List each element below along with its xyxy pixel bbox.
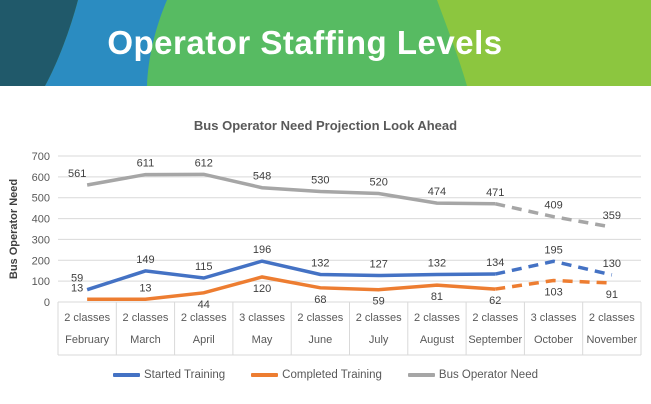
data-label: 127 [369,259,387,271]
data-label: 13 [71,282,83,294]
data-label: 132 [311,257,329,269]
category-classes-label: 2 classes [472,312,518,324]
category-month-label: September [468,334,522,346]
data-label: 195 [544,244,562,256]
chart-title: Bus Operator Need Projection Look Ahead [193,118,458,133]
data-label: 130 [603,258,621,270]
data-label: 196 [253,244,271,256]
category-classes-label: 2 classes [181,312,227,324]
data-label: 530 [311,174,329,186]
svg-text:100: 100 [32,276,50,288]
data-label: 115 [195,261,213,273]
svg-text:500: 500 [32,193,50,205]
category-month-label: April [193,334,215,346]
legend-item-bus-operator-need: Bus Operator Need [407,369,538,381]
data-label: 132 [428,257,446,269]
data-label: 81 [431,291,443,303]
category-classes-label: 2 classes [414,312,460,324]
category-classes-label: 2 classes [123,312,169,324]
legend-label-completed-training: Completed Training [282,369,382,381]
category-month-label: October [534,334,573,346]
category-month-label: July [369,334,389,346]
category-classes-label: 3 classes [239,312,285,324]
data-label: 612 [195,157,213,169]
completed-training-line-swatch [251,373,279,377]
header-background [0,0,651,86]
started-training-line-swatch [112,373,140,377]
category-classes-label: 2 classes [589,312,635,324]
data-label: 474 [428,186,446,198]
data-label: 409 [544,200,562,212]
data-label: 120 [253,283,271,295]
data-label: 611 [137,158,155,170]
legend-item-completed-training: Completed Training [251,369,382,381]
chart-canvas: 0 100 200 300 400 500 600 700 2 classes February 2… [32,151,642,356]
svg-text:600: 600 [32,172,50,184]
svg-text:400: 400 [32,214,50,226]
category-classes-label: 3 classes [531,312,577,324]
data-label: 44 [198,299,210,311]
category-classes-label: 2 classes [356,312,402,324]
data-label: 68 [314,294,326,306]
header-bg-teal [0,0,78,86]
svg-text:700: 700 [32,151,50,163]
chart-legend: Started Training Completed Training Bus … [0,369,651,381]
data-label: 13 [139,282,151,294]
category-month-label: March [130,334,161,346]
svg-text:300: 300 [32,234,50,246]
legend-label-started-training: Started Training [143,369,226,381]
legend-item-started-training: Started Training [112,369,226,381]
category-classes-label: 2 classes [64,312,110,324]
category-month-label: August [420,334,454,346]
data-label: 149 [136,254,154,266]
data-label: 59 [373,296,385,308]
slide-header: Operator Staffing Levels [0,0,651,86]
category-month-label: November [586,334,637,346]
header-bg-blue [45,0,167,86]
data-label: 91 [606,289,618,301]
category-month-label: May [252,334,273,346]
chart-section: Bus Operator Need Projection Look Ahead … [0,86,651,404]
svg-text:200: 200 [32,255,50,267]
category-month-label: February [65,334,110,346]
bus-operator-need-line-swatch [407,373,435,377]
category-month-label: June [308,334,332,346]
legend-label-bus-operator-need: Bus Operator Need [438,369,538,381]
data-label: 520 [369,177,387,189]
svg-text:0: 0 [44,297,50,309]
data-label: 548 [253,171,271,183]
data-label: 103 [544,287,562,299]
data-label: 62 [489,295,501,307]
data-label: 561 [68,168,86,180]
data-label: 134 [486,257,504,269]
data-label: 359 [603,210,621,222]
page-title: Operator Staffing Levels [107,24,503,61]
category-classes-label: 2 classes [297,312,343,324]
data-label: 471 [486,187,504,199]
data-label: 59 [71,273,83,285]
